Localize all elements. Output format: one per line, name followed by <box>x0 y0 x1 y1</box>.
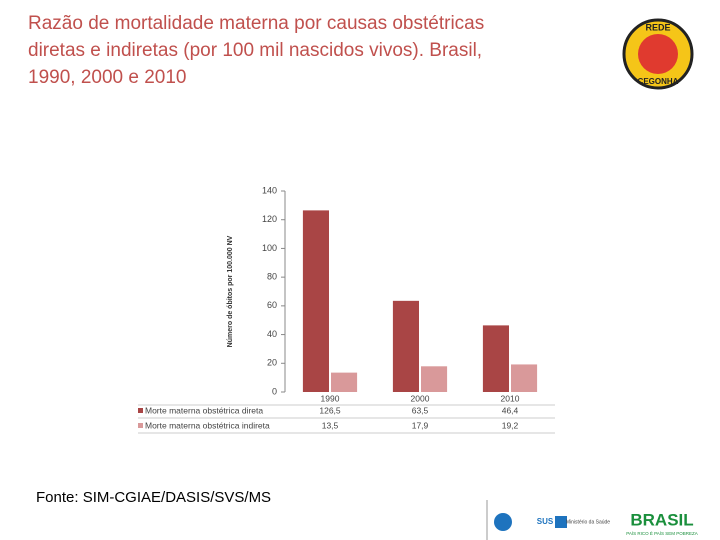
x-tick-label: 2010 <box>501 393 520 403</box>
legend-swatch <box>138 423 143 428</box>
bar <box>331 372 358 392</box>
logo-cross <box>555 516 567 528</box>
y-tick-label: 140 <box>262 185 277 195</box>
y-tick-label: 60 <box>267 300 277 310</box>
legend-swatch <box>138 408 143 413</box>
y-tick-label: 0 <box>272 386 277 396</box>
bar <box>511 364 538 392</box>
logo-text: PAÍS RICO É PAÍS SEM POBREZA <box>626 530 698 536</box>
logo-saude <box>494 513 512 531</box>
logo-rede-cegonha: REDE CEGONHA <box>622 18 694 90</box>
title-line: Razão de mortalidade materna por causas … <box>28 13 485 34</box>
legend-label: Morte materna obstétrica indireta <box>145 420 270 430</box>
value-label: 63,5 <box>412 405 429 415</box>
y-tick-label: 120 <box>262 214 277 224</box>
logo-text: CEGONHA <box>638 77 679 86</box>
logo-text: SUS <box>537 517 554 526</box>
logo-text: REDE <box>645 22 670 32</box>
logo-text: Ministério da Saúde <box>566 519 610 525</box>
y-axis-label: Número de óbitos por 100.000 NV <box>227 235 234 347</box>
value-label: 17,9 <box>412 420 429 430</box>
y-tick-label: 100 <box>262 243 277 253</box>
value-label: 13,5 <box>322 420 339 430</box>
value-label: 46,4 <box>502 405 519 415</box>
bar <box>392 300 419 392</box>
title: Razão de mortalidade materna por causas … <box>28 10 588 91</box>
bar <box>302 210 329 392</box>
y-tick-label: 80 <box>267 272 277 282</box>
bar <box>421 366 448 392</box>
title-line: 1990, 2000 e 2010 <box>28 67 187 88</box>
title-line: diretas e indiretas (por 100 mil nascido… <box>28 40 483 61</box>
legend-label: Morte materna obstétrica direta <box>145 405 263 415</box>
x-tick-label: 1990 <box>321 393 340 403</box>
logo-center <box>638 34 678 74</box>
footer-logos: SUS Ministério da Saúde BRASIL PAÍS RICO… <box>486 500 698 540</box>
logo-text: BRASIL <box>630 510 693 529</box>
y-tick-label: 40 <box>267 329 277 339</box>
bar <box>482 325 509 392</box>
source: Fonte: SIM-CGIAE/DASIS/SVS/MS <box>36 489 272 506</box>
y-tick-label: 20 <box>267 358 277 368</box>
value-label: 19,2 <box>502 420 519 430</box>
value-label: 126,5 <box>319 405 341 415</box>
x-tick-label: 2000 <box>411 393 430 403</box>
